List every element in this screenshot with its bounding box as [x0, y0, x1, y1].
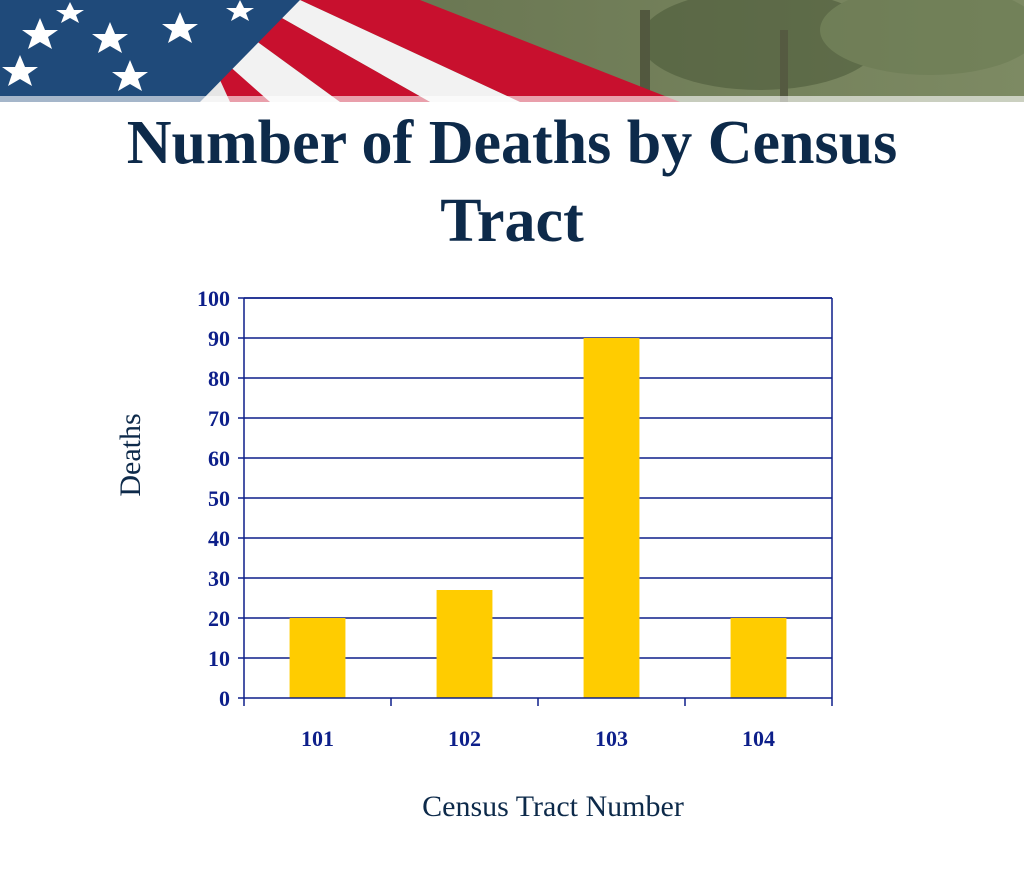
y-tick-label: 0: [219, 686, 230, 711]
y-tick-label: 50: [208, 486, 230, 511]
y-tick-label: 100: [197, 286, 230, 311]
bar-103: [583, 338, 640, 698]
y-tick-label: 80: [208, 366, 230, 391]
x-tick-label: 102: [448, 726, 481, 751]
flag-banner: [0, 0, 1024, 102]
gridlines: [244, 297, 832, 659]
x-tick-label: 101: [301, 726, 334, 751]
y-axis-title: Deaths: [114, 413, 147, 496]
x-tick-label: 103: [595, 726, 628, 751]
bars: [289, 338, 787, 698]
y-tick-label: 10: [208, 646, 230, 671]
y-tick-label: 20: [208, 606, 230, 631]
y-tick-label: 30: [208, 566, 230, 591]
y-tick-labels: 0 10 20 30 40 50 60 70 80 90 100: [197, 286, 230, 711]
axes: [238, 297, 833, 706]
page-title: Number of Deaths by Census Tract: [126, 109, 898, 255]
x-tick-labels: 101 102 103 104: [301, 726, 775, 751]
y-tick-label: 60: [208, 446, 230, 471]
american-flag-icon: [0, 0, 1024, 102]
bar-101: [289, 618, 346, 698]
x-tick-label: 104: [742, 726, 775, 751]
x-axis-title: Census Tract Number: [422, 790, 684, 823]
y-tick-label: 40: [208, 526, 230, 551]
y-tick-label: 70: [208, 406, 230, 431]
y-tick-label: 90: [208, 326, 230, 351]
bar-104: [730, 618, 787, 698]
bar-102: [436, 590, 493, 698]
